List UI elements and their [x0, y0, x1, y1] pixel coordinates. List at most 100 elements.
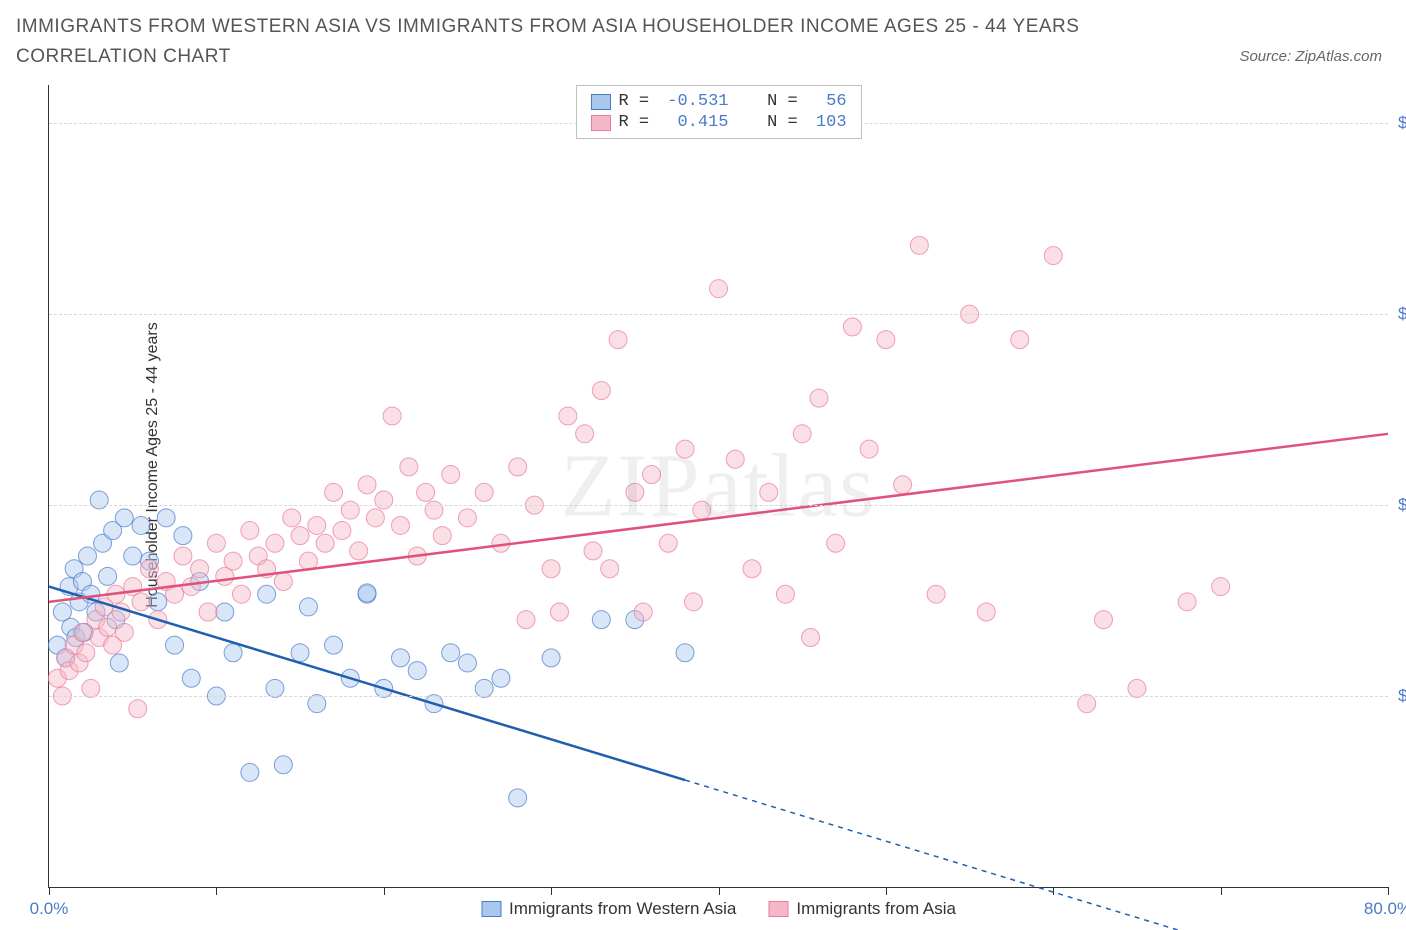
data-point [110, 654, 128, 672]
data-point [559, 407, 577, 425]
data-point [308, 516, 326, 534]
data-point [82, 679, 100, 697]
data-point [391, 649, 409, 667]
regression-line [49, 434, 1388, 602]
data-point [333, 522, 351, 540]
legend-swatch [590, 115, 610, 131]
x-tick [1221, 887, 1222, 895]
chart-title: IMMIGRANTS FROM WESTERN ASIA VS IMMIGRAN… [16, 12, 1186, 73]
data-point [827, 534, 845, 552]
data-point [77, 644, 95, 662]
data-point [726, 450, 744, 468]
data-point [977, 603, 995, 621]
data-point [366, 509, 384, 527]
data-point [609, 331, 627, 349]
data-point [375, 491, 393, 509]
data-point [224, 552, 242, 570]
series-legend: Immigrants from Western Asia Immigrants f… [481, 899, 956, 919]
data-point [166, 636, 184, 654]
x-tick [1053, 887, 1054, 895]
data-point [174, 547, 192, 565]
legend-swatch [481, 901, 501, 917]
data-point [433, 527, 451, 545]
gridline [49, 314, 1388, 315]
data-point [1128, 679, 1146, 697]
legend-label: Immigrants from Asia [796, 899, 956, 919]
data-point [509, 789, 527, 807]
chart-plot-area: ZIPatlas R = -0.531 N = 56R = 0.415 N = … [48, 85, 1388, 888]
data-point [325, 483, 343, 501]
data-point [592, 382, 610, 400]
data-point [1044, 247, 1062, 265]
data-point [1178, 593, 1196, 611]
data-point [1011, 331, 1029, 349]
data-point [274, 756, 292, 774]
data-point [241, 522, 259, 540]
data-point [542, 560, 560, 578]
data-point [129, 700, 147, 718]
data-point [115, 623, 133, 641]
data-point [232, 585, 250, 603]
y-tick-label: $75,000 [1390, 686, 1406, 706]
data-point [1078, 695, 1096, 713]
data-point [132, 593, 150, 611]
data-point [776, 585, 794, 603]
legend-row: R = -0.531 N = 56 [590, 92, 846, 111]
x-tick [886, 887, 887, 895]
data-point [191, 560, 209, 578]
data-point [417, 483, 435, 501]
x-tick [49, 887, 50, 895]
data-point [542, 649, 560, 667]
data-point [358, 584, 376, 602]
legend-label: Immigrants from Western Asia [509, 899, 736, 919]
scatter-plot-svg [49, 85, 1388, 887]
x-tick [1388, 887, 1389, 895]
gridline [49, 505, 1388, 506]
data-point [73, 623, 91, 641]
data-point [492, 669, 510, 687]
data-point [877, 331, 895, 349]
data-point [216, 603, 234, 621]
data-point [843, 318, 861, 336]
data-point [601, 560, 619, 578]
data-point [132, 516, 150, 534]
data-point [78, 547, 96, 565]
data-point [592, 611, 610, 629]
data-point [793, 425, 811, 443]
legend-row: R = 0.415 N = 103 [590, 113, 846, 132]
data-point [659, 534, 677, 552]
data-point [157, 509, 175, 527]
chart-source: Source: ZipAtlas.com [1239, 48, 1382, 65]
data-point [182, 578, 200, 596]
data-point [710, 280, 728, 298]
data-point [458, 654, 476, 672]
x-tick-label: 80.0% [1364, 899, 1406, 919]
data-point [274, 572, 292, 590]
data-point [475, 483, 493, 501]
data-point [517, 611, 535, 629]
data-point [124, 547, 142, 565]
regression-line [49, 587, 685, 780]
correlation-legend: R = -0.531 N = 56 R = 0.415 N = 103 [575, 85, 861, 139]
data-point [291, 527, 309, 545]
data-point [291, 644, 309, 662]
data-point [149, 593, 167, 611]
data-point [316, 534, 334, 552]
data-point [509, 458, 527, 476]
legend-item: Immigrants from Asia [768, 899, 956, 919]
gridline [49, 696, 1388, 697]
data-point [693, 501, 711, 519]
data-point [266, 534, 284, 552]
data-point [676, 644, 694, 662]
legend-swatch [590, 94, 610, 110]
data-point [576, 425, 594, 443]
data-point [99, 567, 117, 585]
data-point [140, 560, 158, 578]
data-point [584, 542, 602, 560]
data-point [810, 389, 828, 407]
data-point [802, 628, 820, 646]
legend-swatch [768, 901, 788, 917]
data-point [350, 542, 368, 560]
data-point [266, 679, 284, 697]
x-tick [551, 887, 552, 895]
